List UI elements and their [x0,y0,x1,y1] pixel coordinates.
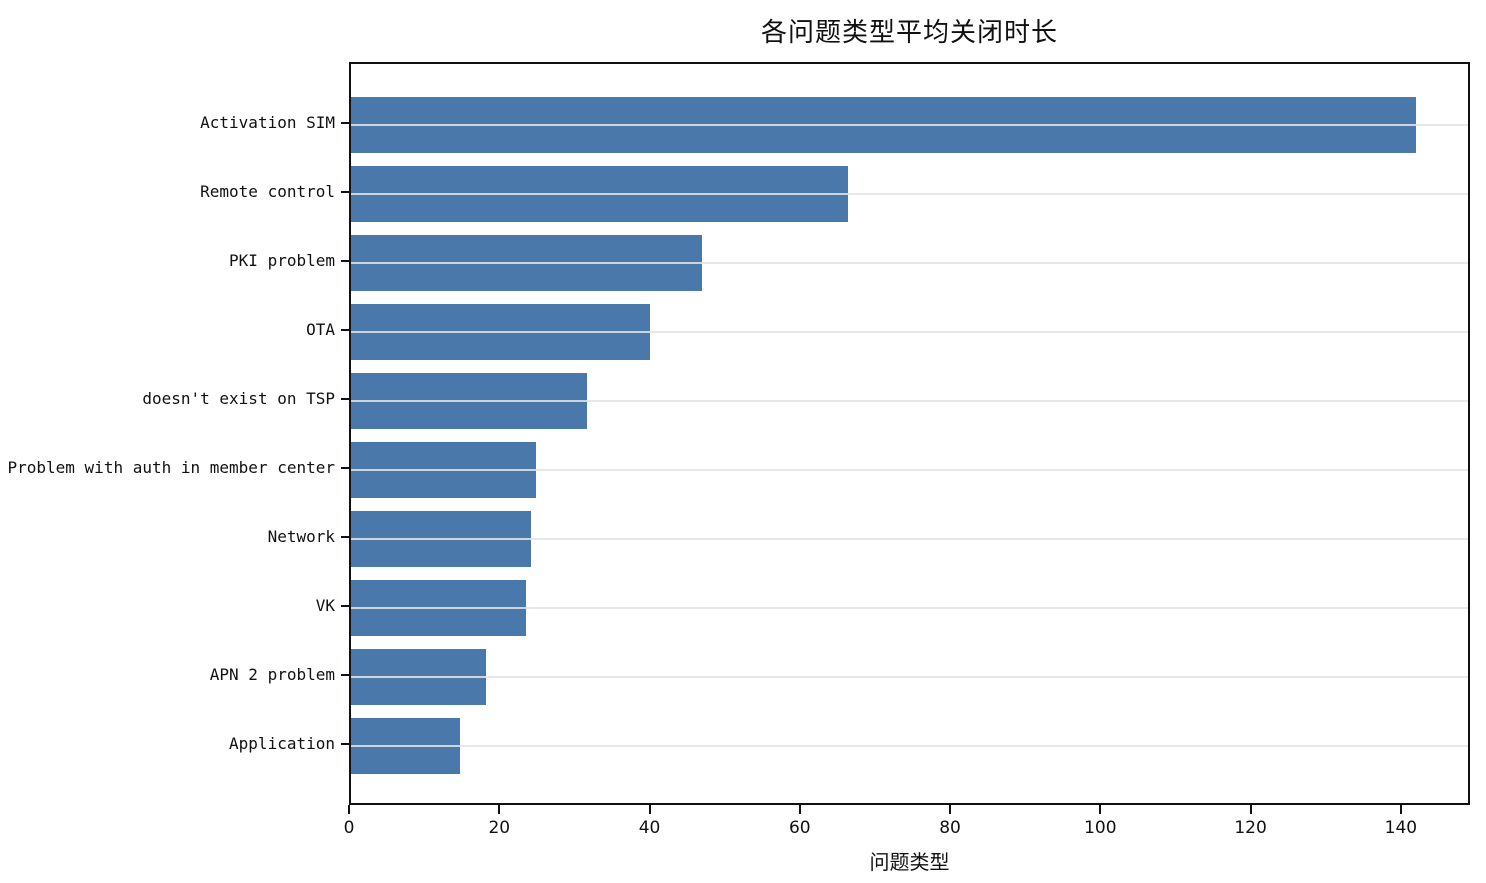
x-tick-label: 60 [788,818,811,838]
gridline [351,124,1468,127]
y-tick-label: Application [229,733,335,753]
gridline [351,606,1468,609]
x-tick-mark [648,805,651,814]
chart-title: 各问题类型平均关闭时长 [760,18,1058,48]
y-tick-label: doesn't exist on TSP [142,389,335,409]
y-tick-mark [341,122,349,125]
gridline [351,262,1468,265]
x-tick-label: 80 [939,818,961,838]
y-tick-label: Problem with auth in member center [7,457,335,477]
x-tick-mark [798,805,801,814]
y-tick-label: APN 2 problem [209,664,335,684]
y-tick-label: VK [315,595,335,615]
gridline [351,331,1468,334]
y-tick-mark [341,742,349,745]
x-tick-label: 20 [488,818,511,838]
y-tick-mark [341,398,349,401]
y-tick-mark [341,260,349,263]
x-tick-mark [1399,805,1402,814]
y-tick-mark [341,329,349,332]
x-tick-mark [949,805,952,814]
plot-area [349,62,1470,805]
x-tick-label: 40 [638,818,661,838]
y-tick-mark [341,535,349,538]
y-tick-label: PKI problem [229,251,335,271]
x-tick-label: 100 [1084,818,1117,838]
y-tick-label: OTA [306,320,335,340]
x-tick-label: 120 [1234,818,1267,838]
x-tick-label: 0 [343,818,355,838]
x-tick-label: 140 [1384,818,1418,838]
y-tick-label: Activation SIM [200,113,335,133]
y-tick-mark [341,673,349,676]
y-tick-mark [341,466,349,469]
x-tick-mark [348,805,350,814]
gridline [351,537,1468,540]
gridline [351,744,1468,747]
x-axis-label: 问题类型 [869,850,950,874]
y-tick-label: Network [267,526,335,546]
gridline [351,468,1468,471]
x-tick-mark [498,805,501,814]
gridline [351,675,1468,678]
x-tick-mark [1249,805,1252,814]
y-tick-mark [341,191,349,194]
y-tick-label: Remote control [200,182,335,202]
gridline [351,400,1468,403]
x-tick-mark [1099,805,1102,814]
y-tick-mark [341,604,349,607]
gridline [351,193,1468,196]
